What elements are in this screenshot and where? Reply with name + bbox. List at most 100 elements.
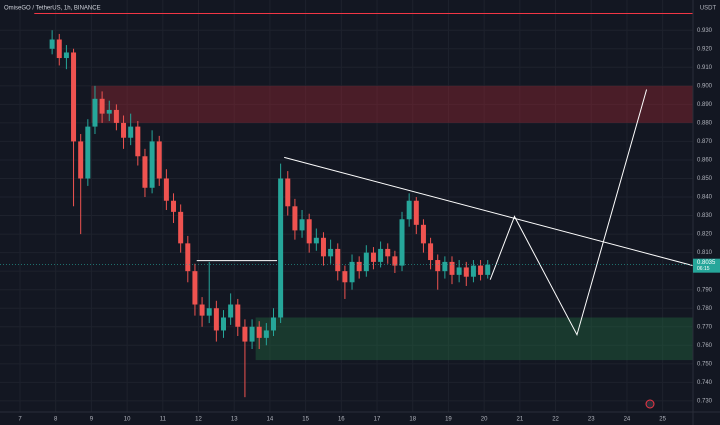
candle-body xyxy=(106,109,112,114)
x-tick-label: 10 xyxy=(124,417,131,423)
chart-title: OmiseGO / TetherUS, 1h, BINANCE xyxy=(4,6,101,12)
candle-body xyxy=(328,248,334,257)
candle-body xyxy=(449,261,455,275)
candle-body xyxy=(363,252,369,272)
candle-body xyxy=(399,219,405,266)
zones xyxy=(91,85,693,361)
candle-body xyxy=(428,243,434,261)
candle-body xyxy=(306,219,312,244)
candle-body xyxy=(242,326,248,342)
candle-body xyxy=(299,219,305,231)
y-tick-label: 0.760 xyxy=(697,343,713,349)
x-tick-label: 17 xyxy=(374,417,381,423)
zone xyxy=(91,85,693,123)
x-tick-label: 14 xyxy=(267,417,274,423)
candle-body xyxy=(285,178,291,207)
candle-body xyxy=(92,98,98,127)
candle-body xyxy=(249,326,255,342)
alert-icon[interactable] xyxy=(645,399,655,409)
candle-body xyxy=(121,122,127,138)
candle-body xyxy=(470,265,476,277)
y-tick-label: 0.780 xyxy=(697,306,713,312)
candle-body xyxy=(199,304,205,316)
candle-body xyxy=(349,261,355,283)
candle-body xyxy=(370,252,376,262)
candle-body xyxy=(56,39,62,59)
candle-body xyxy=(171,200,177,212)
y-tick-label: 0.750 xyxy=(697,361,713,367)
x-tick-label: 22 xyxy=(552,417,559,423)
candle-body xyxy=(71,52,77,142)
candle-body xyxy=(406,200,412,220)
y-tick-label: 0.930 xyxy=(697,28,713,34)
candle-body xyxy=(435,260,441,272)
y-tick-label: 0.730 xyxy=(697,398,713,404)
candle-body xyxy=(320,237,326,257)
x-tick-label: 9 xyxy=(90,417,94,423)
axes: 0.930 0.920 0.910 0.900 0.890 0.880 0.870 0.860… xyxy=(0,28,720,423)
candle-body xyxy=(142,156,148,188)
candle-body xyxy=(292,206,298,231)
candle-body xyxy=(420,224,426,244)
x-tick-label: 25 xyxy=(659,417,666,423)
y-tick-label: 0.890 xyxy=(697,102,713,108)
candle-body xyxy=(85,126,91,179)
x-tick-label: 15 xyxy=(302,417,309,423)
candle-body xyxy=(392,256,398,266)
y-tick-label: 0.810 xyxy=(697,250,713,256)
currency-label: USDT xyxy=(700,6,717,12)
candle-body xyxy=(163,178,169,201)
candle-body xyxy=(413,200,419,225)
candle-body xyxy=(442,261,448,272)
last-price-tag xyxy=(693,258,720,273)
candle-body xyxy=(270,317,276,331)
x-tick-label: 12 xyxy=(195,417,202,423)
x-tick-label: 16 xyxy=(338,417,345,423)
candle-body xyxy=(263,330,269,338)
last-price-label: 0.8035 xyxy=(697,260,716,266)
candle-body xyxy=(221,317,227,331)
candle-body xyxy=(178,211,184,244)
y-tick-label: 0.920 xyxy=(697,46,713,52)
y-tick-label: 0.770 xyxy=(697,324,713,330)
y-tick-label: 0.850 xyxy=(697,176,713,182)
candle-body xyxy=(278,178,284,318)
candle-body xyxy=(206,308,212,316)
candle-body xyxy=(49,39,55,49)
candle-body xyxy=(228,304,234,318)
candle-body xyxy=(378,248,384,262)
x-tick-label: 8 xyxy=(54,417,58,423)
drawings xyxy=(34,13,694,337)
x-tick-label: 24 xyxy=(624,417,631,423)
candle-body xyxy=(185,243,191,272)
candle-body xyxy=(335,248,341,272)
candle-body xyxy=(478,265,484,275)
x-tick-label: 13 xyxy=(231,417,238,423)
candle-body xyxy=(235,304,241,327)
y-tick-label: 0.910 xyxy=(697,65,713,71)
candle-body xyxy=(456,267,462,275)
y-tick-label: 0.820 xyxy=(697,232,713,238)
trend-drawing xyxy=(489,89,648,337)
y-tick-label: 0.740 xyxy=(697,380,713,386)
x-tick-label: 23 xyxy=(588,417,595,423)
y-tick-label: 0.830 xyxy=(697,213,713,219)
candle-body xyxy=(78,141,84,179)
candle-body xyxy=(342,271,348,283)
candle-body xyxy=(356,261,362,272)
candle-body xyxy=(135,126,141,157)
x-tick-label: 21 xyxy=(516,417,523,423)
x-tick-label: 20 xyxy=(481,417,488,423)
candles xyxy=(49,30,491,398)
candle-body xyxy=(256,326,262,338)
x-tick-label: 11 xyxy=(160,417,167,423)
candle-body xyxy=(156,141,162,179)
x-tick-label: 18 xyxy=(409,417,416,423)
candle-body xyxy=(463,267,469,277)
y-tick-label: 0.840 xyxy=(697,195,713,201)
y-tick-label: 0.900 xyxy=(697,83,713,89)
candle-body xyxy=(385,248,391,257)
candle-body xyxy=(192,271,198,305)
